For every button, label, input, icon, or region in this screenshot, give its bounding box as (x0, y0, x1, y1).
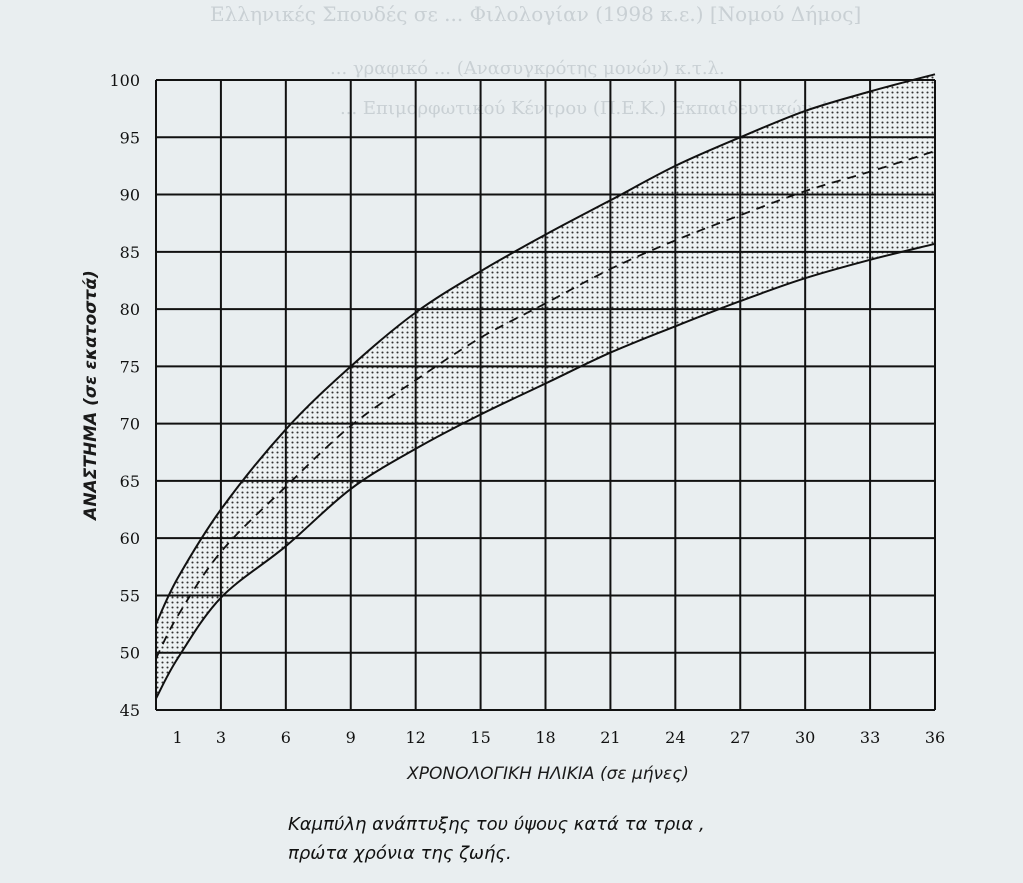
y-tick-label: 100 (109, 71, 140, 90)
x-tick-label: 15 (470, 728, 490, 747)
y-tick-label: 55 (120, 586, 140, 605)
y-tick-label: 90 (120, 186, 140, 205)
x-tick-label: 24 (665, 728, 685, 747)
caption-line-2: πρώτα χρόνια της ζωής. (288, 843, 512, 864)
x-tick-label: 36 (925, 728, 945, 747)
y-tick-label: 75 (120, 357, 140, 376)
y-axis-label: ΑΝΑΣΤΗΜΑ (σε εκατοστά) (81, 270, 101, 522)
background-bleed-text-3: ... Επιμορφωτικού Κέντρου (Π.Ε.Κ.) Εκπαι… (340, 98, 890, 119)
y-tick-label: 85 (120, 243, 140, 262)
x-tick-label: 9 (346, 728, 356, 747)
x-tick-label: 18 (535, 728, 555, 747)
y-tick-label: 45 (120, 701, 140, 720)
lower-curve (155, 242, 936, 699)
y-tick-label: 80 (120, 300, 140, 319)
x-tick-label: 30 (795, 728, 815, 747)
grid-layer (155, 79, 936, 711)
x-tick-label: 1 (173, 728, 183, 747)
y-tick-label: 65 (120, 472, 140, 491)
y-tick-label: 60 (120, 529, 140, 548)
upper-curve (155, 73, 936, 625)
y-tick-label: 70 (120, 415, 140, 434)
x-tick-label: 33 (860, 728, 880, 747)
background-bleed-text-2: ... γραφικό ... (Ανασυγκρότης μονών) κ.τ… (330, 58, 725, 79)
x-axis-label: ΧΡΟΝΟΛΟΓΙΚΗ ΗΛΙΚΙΑ (σε μήνες) (406, 764, 689, 784)
background-bleed-text-1: Ελληνικές Σπουδές σε ... Φιλολογίαν (199… (210, 2, 862, 26)
y-tick-label: 95 (120, 128, 140, 147)
caption-line-1: Καμπύλη ανάπτυξης του ύψους κατά τα τρια… (288, 814, 705, 835)
median-curve (155, 150, 936, 659)
x-tick-label: 3 (216, 728, 226, 747)
y-tick-label: 50 (120, 644, 140, 663)
x-tick-label: 21 (600, 728, 620, 747)
x-tick-label: 6 (281, 728, 291, 747)
x-tick-label: 27 (730, 728, 750, 747)
series-layer (155, 73, 936, 699)
x-tick-label: 12 (405, 728, 425, 747)
